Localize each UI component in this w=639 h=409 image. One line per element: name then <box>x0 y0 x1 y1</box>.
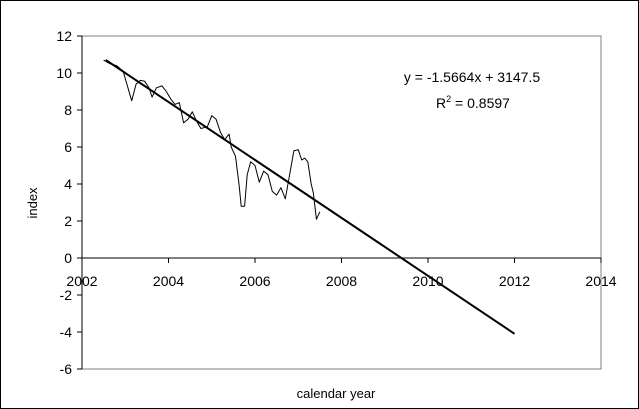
y-axis-title: index <box>25 187 40 219</box>
y-tick-label: 8 <box>64 102 72 118</box>
y-tick-label: -6 <box>60 361 73 377</box>
y-tick-label: -2 <box>60 287 73 303</box>
y-tick-label: 4 <box>64 176 72 192</box>
y-tick-label: 0 <box>64 250 72 266</box>
x-tick-label: 2004 <box>153 273 184 289</box>
y-tick-label: -4 <box>60 324 73 340</box>
r-squared-symbol: R <box>436 95 446 111</box>
y-tick-label: 2 <box>64 213 72 229</box>
trendline-equation: y = -1.5664x + 3147.5 <box>404 69 540 85</box>
x-tick-label: 2008 <box>326 273 357 289</box>
r-squared-label: R2 = 0.8597 <box>436 94 510 111</box>
x-tick-label: 2002 <box>66 273 97 289</box>
r-squared-value: = 0.8597 <box>451 95 510 111</box>
r-squared-exponent: 2 <box>446 94 451 104</box>
x-tick-label: 2010 <box>412 273 443 289</box>
plot-area: 12 10 8 6 4 2 0 -2 -4 -6 2002 2004 2006 2008 2010 2012 2… <box>56 28 616 377</box>
trendline <box>105 59 516 335</box>
y-tick-label: 6 <box>64 139 72 155</box>
x-tick-label: 2006 <box>239 273 270 289</box>
x-axis-title: calendar year <box>297 386 376 401</box>
y-tick-label: 12 <box>56 28 72 44</box>
y-tick-label: 10 <box>56 65 72 81</box>
x-tick-label: 2012 <box>499 273 530 289</box>
x-tick-label: 2014 <box>585 273 616 289</box>
